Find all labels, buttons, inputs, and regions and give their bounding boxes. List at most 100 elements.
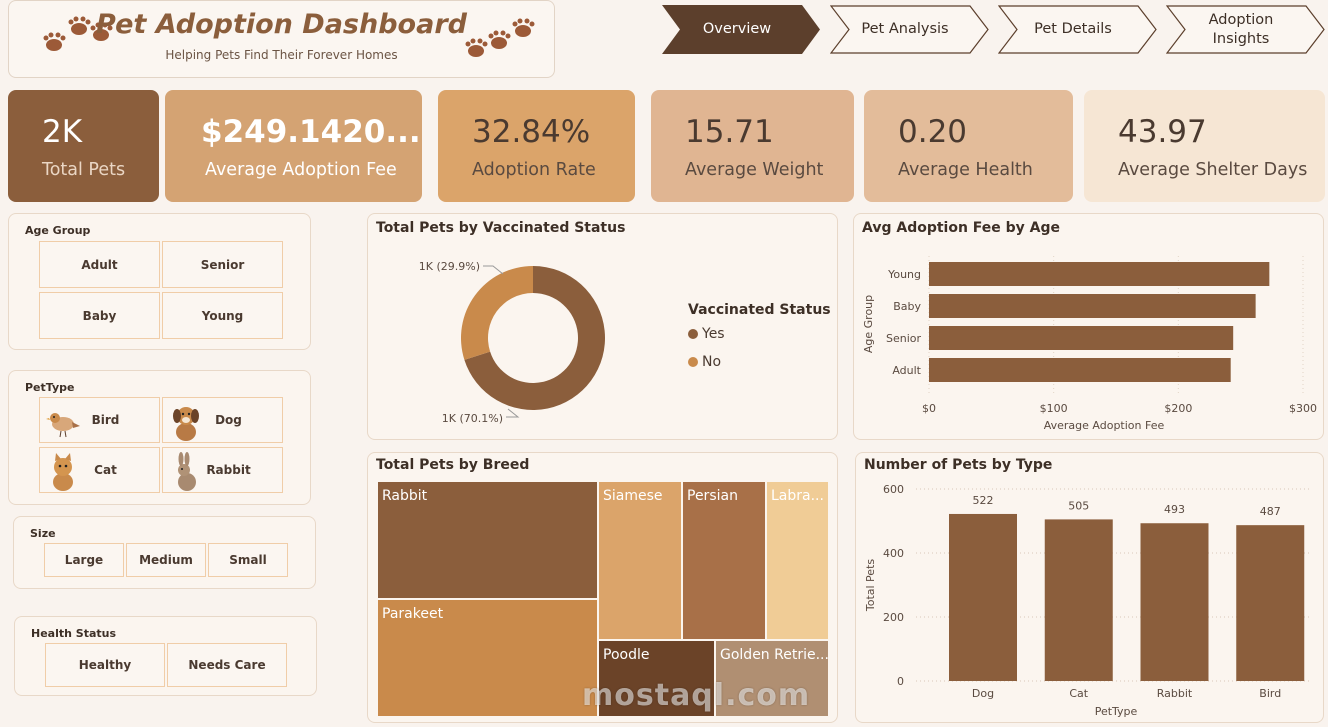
treemap-label: Labra... [771,488,824,504]
legend-title: Vaccinated Status [688,302,831,318]
tab-overview[interactable]: Overview [662,5,822,54]
pet-type-slicer: PetType Bird Dog Cat Rabbit [8,370,311,505]
x-tick-label: $0 [922,402,936,415]
kpi-average-shelter-days: 43.97 Average Shelter Days [1084,90,1325,202]
legend-label: Yes [702,326,725,342]
size-slicer: Size Large Medium Small [13,516,316,589]
adoption-fee-by-age-chart: Avg Adoption Fee by Age $0 $100 $200 $300 Yo… [853,213,1324,440]
slicer-option-label: Bird [91,413,120,427]
bird-icon [46,413,80,438]
tab-label: Pet Analysis [861,21,949,38]
slicer-option-adult[interactable]: Adult [39,241,160,288]
tab-label: Overview [702,21,772,38]
bar-senior [929,326,1234,350]
treemap-label: Rabbit [382,488,428,504]
dashboard-title: Pet Adoption Dashboard [96,9,467,40]
kpi-average-adoption-fee: $249.1420... Average Adoption Fee [165,90,422,202]
x-tick-label: Rabbit [1157,687,1193,700]
paw-prints-icon [43,16,113,51]
slicer-option-dog[interactable]: Dog [162,397,283,443]
paw-prints-icon [465,18,535,57]
y-axis-title: Total Pets [864,559,877,613]
donut-slice-no [461,266,533,360]
chart-title: Avg Adoption Fee by Age [862,220,1061,236]
donut-slice-yes [464,266,605,410]
y-tick-label: 400 [883,547,904,560]
hbar-chart: $0 $100 $200 $300 Young Baby Senior Adult Averag… [862,256,1317,432]
tab-label: Adoption Insights [1208,12,1274,47]
data-label-yes: 1K (70.1%) [442,412,503,425]
slicer-option-baby[interactable]: Baby [39,292,160,339]
vbar-chart: 0 200 400 600 522 Dog 505 Cat 493 Rabbit 487 Bird Pe… [864,483,1311,718]
data-label: 522 [973,494,994,507]
treemap-label: Siamese [603,488,663,504]
y-tick-label: 0 [897,675,904,688]
kpi-average-health: 0.20 Average Health [864,90,1073,202]
treemap-cell-labra- [765,480,830,641]
dashboard-subtitle: Helping Pets Find Their Forever Homes [165,48,398,62]
slicer-title: Age Group [25,224,91,237]
slicer-option-bird[interactable]: Bird [39,397,160,443]
dog-icon [173,407,199,441]
x-axis-title: PetType [1095,705,1138,718]
cat-icon [53,453,73,491]
slicer-option-large[interactable]: Large [44,543,124,577]
treemap-label: Golden Retrie... [720,647,829,663]
y-axis-title: Age Group [862,295,875,353]
kpi-total-pets: 2K Total Pets [8,90,159,202]
leader-line [483,265,504,275]
slicer-option-label: Rabbit [206,463,251,477]
treemap-cell-poodle [597,639,716,718]
bar-rabbit [1140,523,1209,681]
y-tick-label: 200 [883,611,904,624]
data-label: 487 [1260,505,1281,518]
watermark-text: mostaql.com [582,678,811,713]
slicer-option-small[interactable]: Small [208,543,288,577]
slicer-option-young[interactable]: Young [162,292,283,339]
tab-pet-analysis[interactable]: Pet Analysis [830,5,990,54]
kpi-value: 32.84% [472,114,591,150]
slicer-title: PetType [25,381,75,394]
pets-by-breed-chart: Total Pets by Breed Rabbit Parakeet Siames… [367,452,838,723]
slicer-option-rabbit[interactable]: Rabbit [162,447,283,493]
rabbit-icon [178,452,196,491]
treemap-cell-rabbit [376,480,599,600]
vaccinated-status-chart: Total Pets by Vaccinated Status 1K (29.9… [367,213,838,440]
x-tick-label: $300 [1289,402,1317,415]
slicer-option-needs-care[interactable]: Needs Care [167,643,287,687]
slicer-option-medium[interactable]: Medium [126,543,206,577]
age-group-slicer: Age Group Adult Senior Baby Young [8,213,311,350]
slicer-option-label: Cat [94,463,117,477]
kpi-label: Adoption Rate [472,160,596,180]
y-tick-label: Baby [893,300,921,313]
treemap-chart: Rabbit Parakeet Siamese Persian Labra... Pood… [376,480,830,718]
kpi-label: Average Shelter Days [1118,160,1308,180]
legend-item-no: No [688,354,721,370]
treemap-label: Parakeet [382,606,444,622]
x-tick-label: Bird [1259,687,1281,700]
legend-item-yes: Yes [688,326,725,342]
bar-young [929,262,1270,286]
legend-marker [688,357,698,367]
tab-label: Pet Details [1034,21,1112,38]
slicer-title: Health Status [31,627,117,640]
kpi-value: 15.71 [685,114,774,150]
y-tick-label: Young [887,268,921,281]
slicer-title: Size [30,527,56,540]
kpi-label: Average Adoption Fee [205,160,397,180]
data-label-no: 1K (29.9%) [419,260,480,273]
tab-pet-details[interactable]: Pet Details [998,5,1158,54]
legend-label: No [702,354,722,370]
treemap-label: Persian [687,488,738,504]
dashboard-header: Pet Adoption Dashboard Helping Pets Find… [8,0,555,78]
slicer-option-healthy[interactable]: Healthy [45,643,165,687]
x-tick-label: Cat [1069,687,1088,700]
kpi-value: $249.1420... [201,114,421,150]
y-tick-label: Adult [892,364,921,377]
donut-chart: 1K (29.9%) 1K (70.1%) [419,260,605,425]
kpi-label: Total Pets [42,160,126,180]
slicer-option-cat[interactable]: Cat [39,447,160,493]
kpi-adoption-rate: 32.84% Adoption Rate [438,90,635,202]
tab-adoption-insights[interactable]: Adoption Insights [1166,5,1326,54]
slicer-option-senior[interactable]: Senior [162,241,283,288]
